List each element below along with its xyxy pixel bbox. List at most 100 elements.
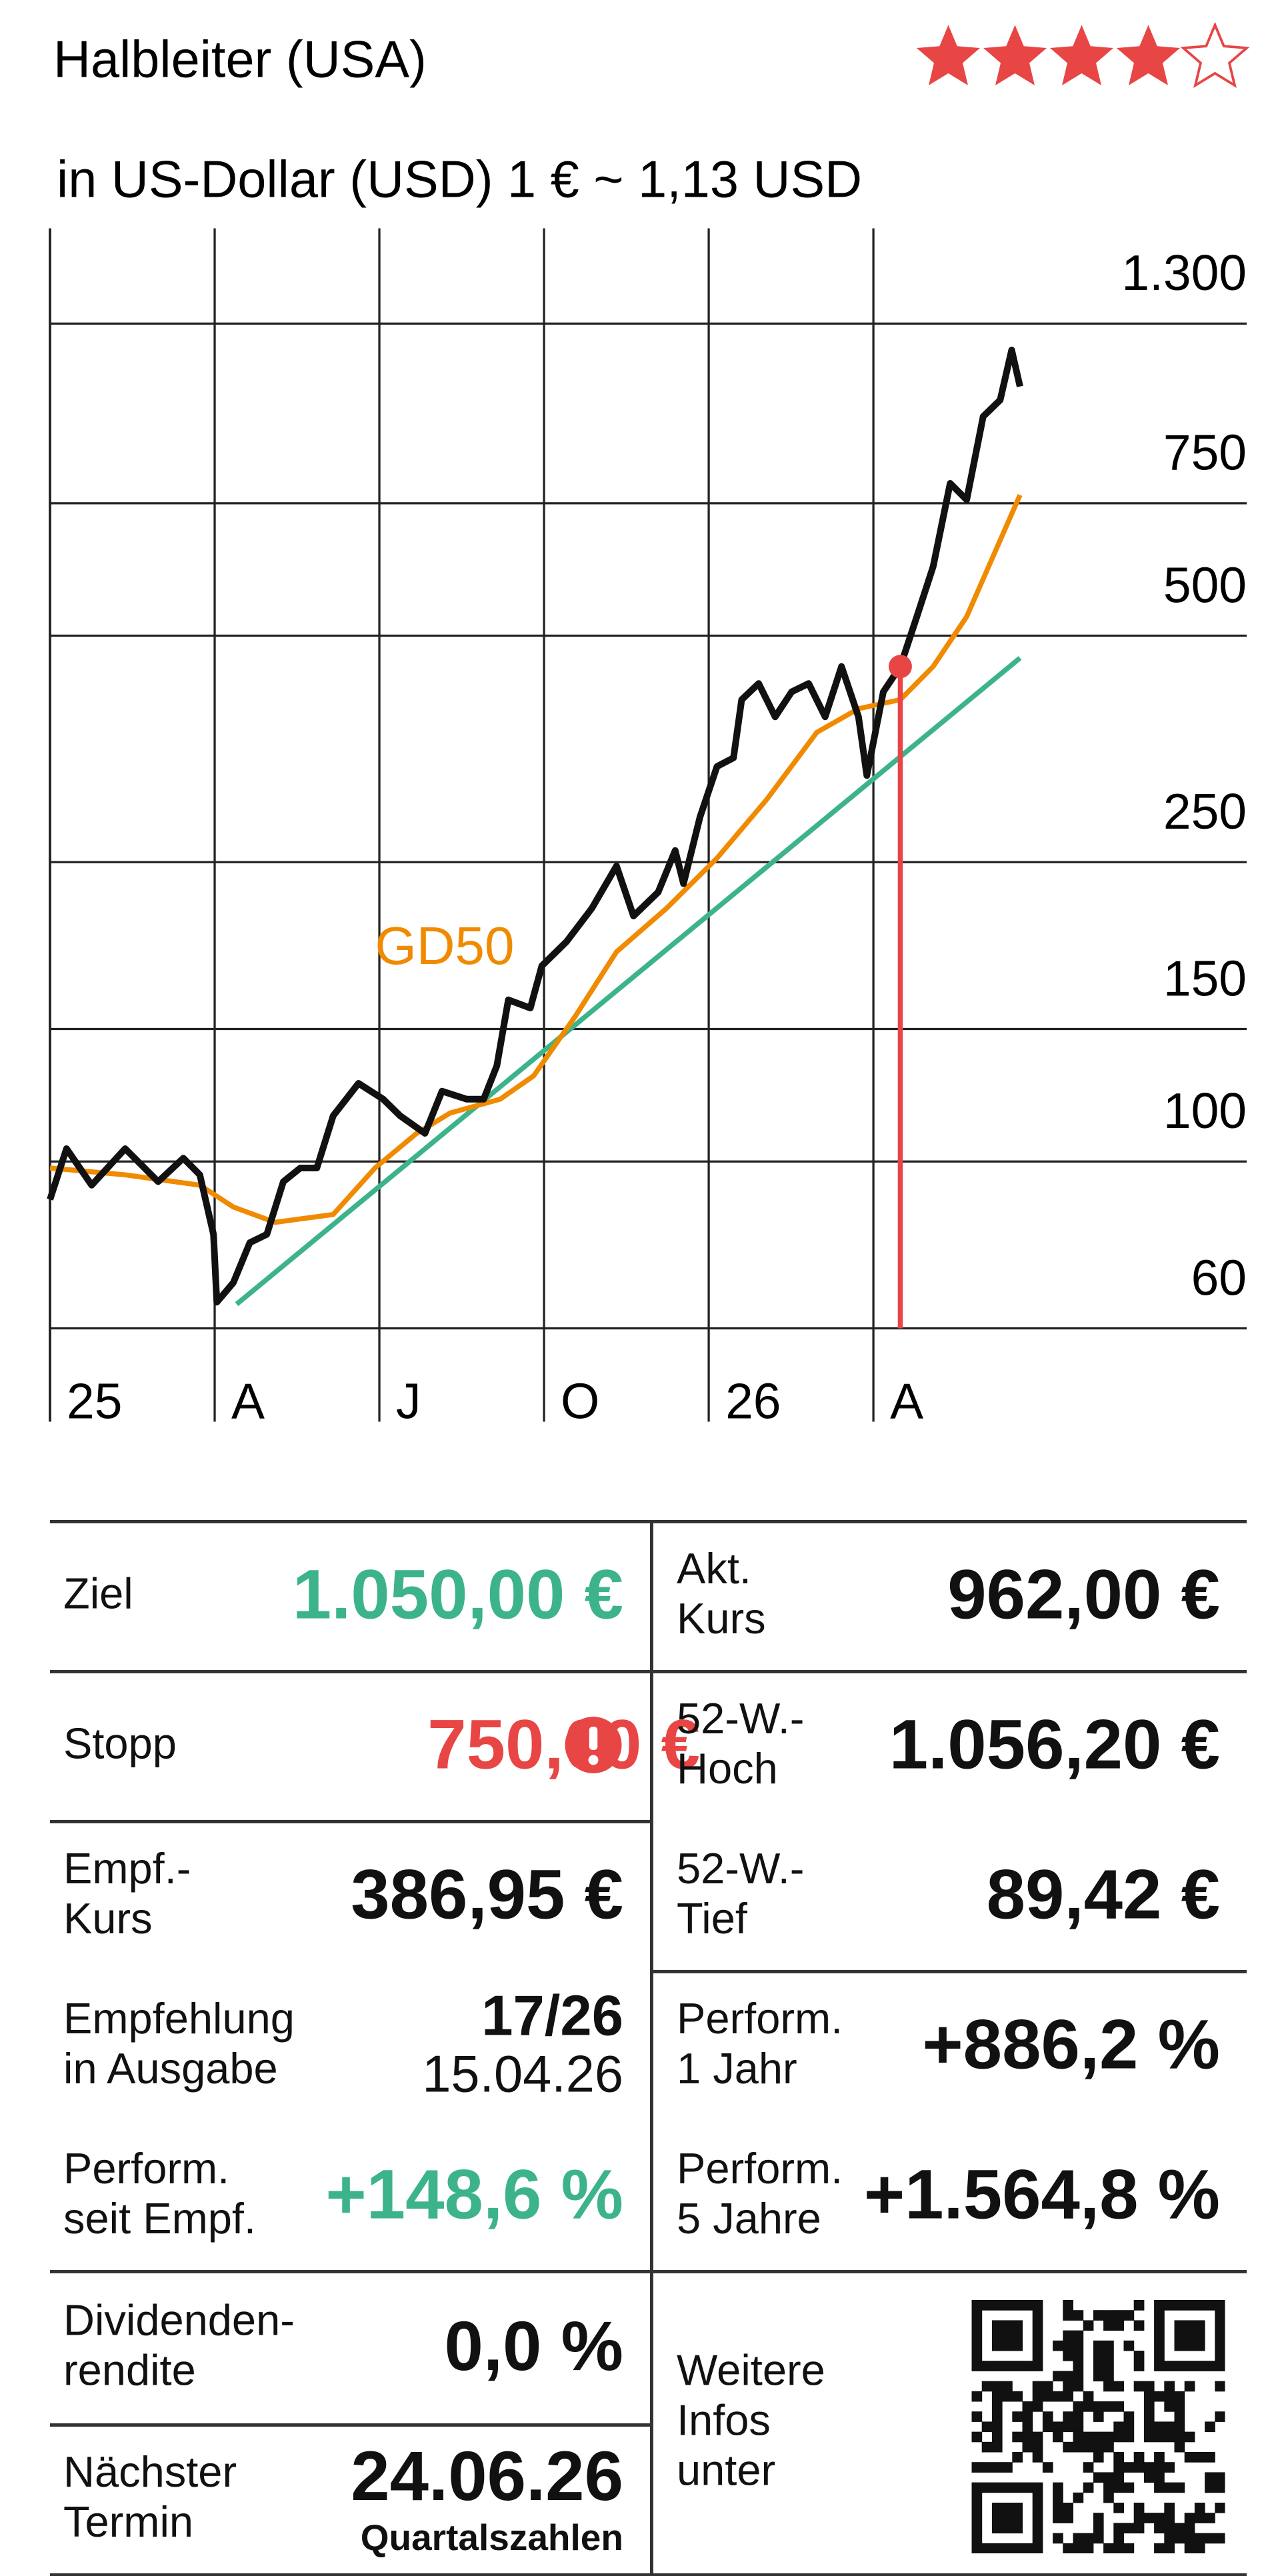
qr-module bbox=[1133, 2361, 1145, 2371]
rating-star bbox=[1117, 25, 1180, 85]
label-line: seit Empf. bbox=[63, 2193, 256, 2243]
qr-module bbox=[1063, 2543, 1073, 2553]
qr-module bbox=[1042, 2381, 1053, 2392]
qr-module bbox=[991, 2431, 1003, 2443]
qr-module bbox=[1154, 2523, 1165, 2534]
marker-point bbox=[888, 655, 912, 679]
qr-module bbox=[1154, 2310, 1165, 2321]
label-line: 52-W.- bbox=[677, 1693, 805, 1744]
qr-module bbox=[971, 2543, 983, 2553]
qr-module bbox=[971, 2431, 983, 2443]
qr-module bbox=[1113, 2401, 1124, 2412]
qr-module bbox=[1184, 2330, 1195, 2341]
qr-module bbox=[1032, 2351, 1043, 2361]
qr-module bbox=[1103, 2492, 1114, 2503]
qr-module bbox=[981, 2441, 993, 2453]
qr-module bbox=[1164, 2523, 1175, 2534]
label-line: Weitere bbox=[677, 2345, 825, 2395]
qr-module bbox=[1164, 2401, 1175, 2412]
qr-module bbox=[1083, 2441, 1094, 2453]
qr-module bbox=[1154, 2462, 1165, 2473]
qr-module bbox=[1073, 2533, 1084, 2544]
alert-icon bbox=[565, 1717, 622, 1773]
qr-module bbox=[991, 2421, 1003, 2433]
qr-module bbox=[1215, 2472, 1225, 2483]
qr-module bbox=[1174, 2431, 1185, 2443]
qr-module bbox=[1174, 2441, 1185, 2453]
qr-module bbox=[991, 2462, 1003, 2473]
rating-star bbox=[1050, 25, 1113, 85]
qr-module bbox=[1113, 2533, 1124, 2544]
qr-module bbox=[1154, 2431, 1165, 2443]
table-rule bbox=[650, 1970, 1247, 1973]
qr-module bbox=[1164, 2381, 1175, 2392]
qr-module bbox=[1002, 2391, 1013, 2402]
qr-module bbox=[1083, 2462, 1094, 2473]
qr-module bbox=[1063, 2371, 1073, 2382]
cell-label: Empfehlung in Ausgabe bbox=[63, 1970, 295, 2120]
qr-module bbox=[1073, 2441, 1084, 2453]
qr-module bbox=[1174, 2361, 1185, 2371]
qr-module bbox=[971, 2523, 983, 2534]
cell-label: Dividenden-rendite bbox=[63, 2270, 295, 2423]
qr-module bbox=[1174, 2330, 1185, 2341]
qr-module bbox=[1032, 2492, 1043, 2503]
qr-module bbox=[1012, 2361, 1023, 2371]
cell-value: +148,6 % bbox=[325, 2120, 623, 2270]
qr-module bbox=[1194, 2533, 1205, 2544]
qr-module bbox=[1123, 2340, 1135, 2351]
y-tick-label: 750 bbox=[1163, 425, 1247, 481]
cell-label: 52-W.- Hoch bbox=[677, 1670, 804, 1820]
series-line bbox=[49, 493, 1023, 1225]
cell-value: 962,00 € bbox=[947, 1520, 1220, 1670]
label-line: unter bbox=[677, 2445, 776, 2495]
qr-module bbox=[991, 2411, 1003, 2422]
label-line: Perform. bbox=[677, 1993, 843, 2044]
qr-module bbox=[1154, 2482, 1165, 2493]
qr-module bbox=[1154, 2421, 1165, 2433]
qr-module bbox=[1093, 2452, 1104, 2463]
qr-module bbox=[1154, 2452, 1165, 2463]
qr-module bbox=[991, 2441, 1003, 2453]
qr-module bbox=[1073, 2401, 1084, 2412]
qr-module bbox=[1103, 2482, 1114, 2493]
x-tick-label: A bbox=[231, 1373, 265, 1429]
qr-module bbox=[1032, 2330, 1043, 2341]
value: +148,6 % bbox=[325, 2155, 623, 2233]
qr-module bbox=[1184, 2340, 1195, 2351]
qr-module bbox=[1133, 2300, 1145, 2311]
qr-module bbox=[1215, 2482, 1225, 2493]
qr-module bbox=[1073, 2492, 1084, 2503]
qr-module bbox=[1002, 2330, 1013, 2341]
qr-module bbox=[1012, 2330, 1023, 2341]
qr-module bbox=[1133, 2523, 1145, 2534]
table-rule bbox=[50, 1520, 1247, 1523]
qr-module bbox=[1164, 2391, 1175, 2402]
qr-module bbox=[991, 2482, 1003, 2493]
qr-module bbox=[1215, 2310, 1225, 2321]
qr-module bbox=[1073, 2351, 1084, 2361]
qr-module bbox=[1042, 2391, 1053, 2402]
qr-module bbox=[1093, 2533, 1104, 2544]
value: 17/26 bbox=[481, 1985, 623, 2049]
qr-module bbox=[1012, 2300, 1023, 2311]
y-tick-label: 500 bbox=[1163, 557, 1247, 613]
x-tick-label: A bbox=[890, 1373, 923, 1429]
qr-module bbox=[1093, 2472, 1104, 2483]
qr-module bbox=[1053, 2340, 1063, 2351]
qr-module bbox=[1205, 2533, 1215, 2544]
qr-module bbox=[1093, 2411, 1104, 2422]
qr-module bbox=[971, 2411, 983, 2422]
qr-module bbox=[1184, 2533, 1195, 2544]
qr-module bbox=[1012, 2320, 1023, 2331]
value: +886,2 % bbox=[922, 2005, 1220, 2083]
cell-label: Akt. Kurs bbox=[677, 1520, 766, 1670]
qr-module bbox=[1083, 2431, 1094, 2443]
qr-module bbox=[1083, 2482, 1094, 2493]
value: 89,42 € bbox=[986, 1855, 1220, 1933]
qr-module bbox=[1053, 2503, 1063, 2513]
qr-module bbox=[1093, 2310, 1104, 2321]
qr-module bbox=[1205, 2300, 1215, 2311]
qr-module bbox=[1073, 2431, 1084, 2443]
qr-module bbox=[1154, 2391, 1165, 2402]
